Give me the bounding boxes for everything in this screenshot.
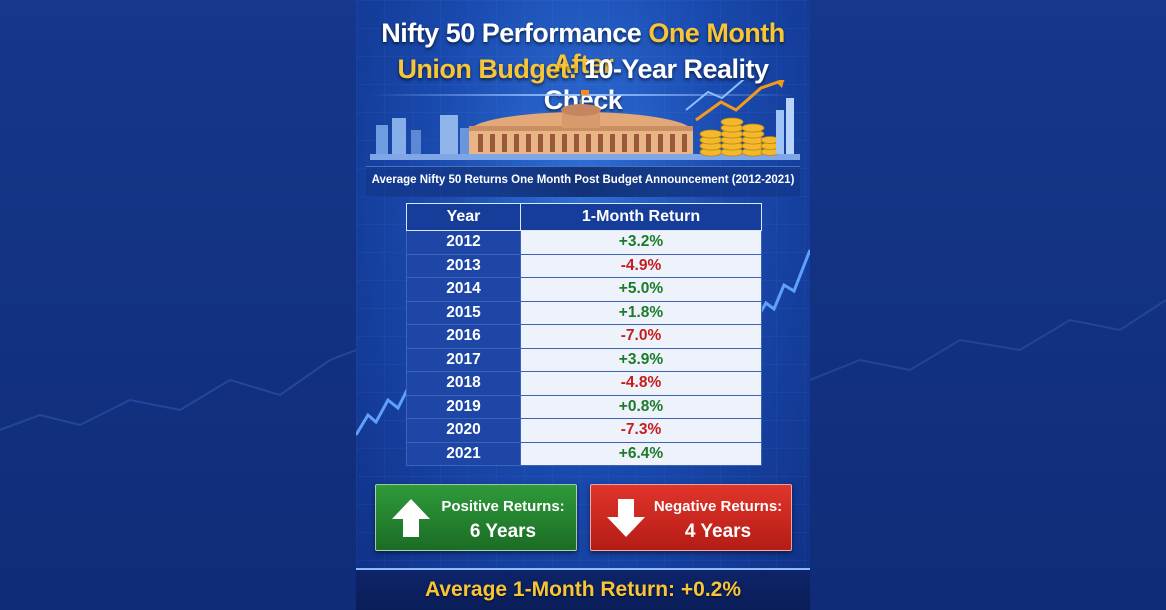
return-cell: +0.8% xyxy=(520,394,762,419)
positive-returns-value: 6 Years xyxy=(469,521,537,542)
year-cell: 2013 xyxy=(406,253,521,278)
title-part-gold: One Month After xyxy=(552,18,786,79)
return-cell: +1.8% xyxy=(520,300,762,325)
year-cell: 2016 xyxy=(406,324,521,349)
trend-line-left-icon xyxy=(356,381,413,436)
return-cell: +3.9% xyxy=(520,347,762,372)
average-return-text: Average 1-Month Return: +0.2% xyxy=(424,578,742,601)
negative-returns-value: 4 Years xyxy=(684,521,752,542)
bg-chart-decoration xyxy=(0,349,356,431)
year-cell: 2019 xyxy=(406,394,521,419)
negative-returns-label: Negative Returns: xyxy=(653,498,783,515)
subtitle-bar xyxy=(366,166,800,197)
negative-returns-box: Negative Returns: 4 Years xyxy=(590,484,792,551)
column-header-year: Year xyxy=(406,203,521,231)
return-cell: +3.2% xyxy=(520,230,762,255)
table-row: 2014 +5.0% xyxy=(406,277,762,302)
background-right xyxy=(810,0,1166,610)
year-cell: 2015 xyxy=(406,300,521,325)
table-body: 2012 +3.2% 2013 -4.9% 2014 +5.0% 2015 +1.8% 2016… xyxy=(406,230,762,466)
table-row: 2015 +1.8% xyxy=(406,300,762,325)
table-row: 2012 +3.2% xyxy=(406,230,762,255)
down-arrow-icon xyxy=(607,499,645,537)
year-cell: 2017 xyxy=(406,347,521,372)
table-row: 2019 +0.8% xyxy=(406,394,762,419)
year-cell: 2018 xyxy=(406,371,521,396)
return-cell: -7.0% xyxy=(520,324,762,349)
positive-returns-box: Positive Returns: 6 Years xyxy=(375,484,577,551)
background-left xyxy=(0,0,356,610)
column-header-return: 1-Month Return xyxy=(520,203,762,231)
table-row: 2021 +6.4% xyxy=(406,441,762,466)
return-cell: -7.3% xyxy=(520,418,762,443)
title-part-gold-2: Union Budget: xyxy=(397,54,577,84)
return-cell: -4.9% xyxy=(520,253,762,278)
table-row: 2013 -4.9% xyxy=(406,253,762,278)
trend-line-right-icon xyxy=(756,249,810,321)
return-cell: -4.8% xyxy=(520,371,762,396)
up-arrow-icon xyxy=(392,499,430,537)
page-title-line1: Nifty 50 Performance One Month After xyxy=(356,18,810,80)
positive-returns-label: Positive Returns: xyxy=(441,498,565,515)
table-row: 2018 -4.8% xyxy=(406,371,762,396)
year-cell: 2020 xyxy=(406,418,521,443)
return-cell: +5.0% xyxy=(520,277,762,302)
returns-table: Year 1-Month Return 2012 +3.2% 2013 -4.9% 20… xyxy=(406,203,762,466)
table-header-row: Year 1-Month Return xyxy=(406,203,762,231)
table-row: 2016 -7.0% xyxy=(406,324,762,349)
year-cell: 2021 xyxy=(406,441,521,466)
bg-chart-decoration-right xyxy=(810,299,1166,381)
table-row: 2020 -7.3% xyxy=(406,418,762,443)
year-cell: 2012 xyxy=(406,230,521,255)
infographic-card: Nifty 50 Performance One Month After Uni… xyxy=(356,0,810,610)
chart-subtitle: Average Nifty 50 Returns One Month Post … xyxy=(371,174,795,186)
title-part-white: Nifty 50 Performance xyxy=(381,18,649,48)
parliament-building-icon xyxy=(370,80,800,160)
return-cell: +6.4% xyxy=(520,441,762,466)
table-row: 2017 +3.9% xyxy=(406,347,762,372)
bottom-bar xyxy=(356,568,810,610)
year-cell: 2014 xyxy=(406,277,521,302)
